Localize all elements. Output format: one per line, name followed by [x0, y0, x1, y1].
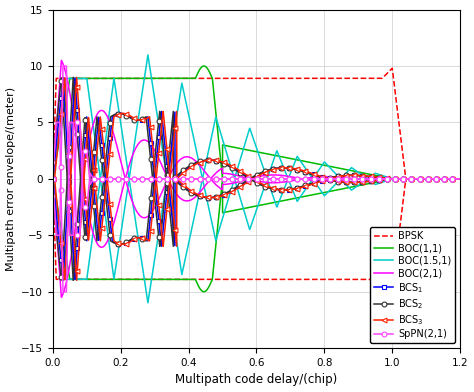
BCS$_3$ — [50, 176, 55, 181]
BOC(2,1) — [457, 176, 463, 181]
SpPN(2,1) — [50, 176, 55, 181]
BOC(2,1) — [50, 176, 55, 181]
BOC(2,1) — [99, 245, 104, 250]
BOC(1.5,1) — [207, 145, 212, 149]
Line: BCS$_3$: BCS$_3$ — [50, 76, 463, 283]
BOC(1,1) — [201, 64, 207, 68]
BCS$_1$ — [207, 158, 212, 162]
BCS$_1$ — [97, 230, 102, 235]
BOC(2,1) — [406, 176, 411, 181]
BCS$_2$ — [121, 112, 127, 117]
SpPN(2,1) — [449, 176, 455, 181]
BOC(1.5,1) — [50, 176, 55, 181]
BPSK — [449, 176, 455, 181]
BPSK — [389, 66, 395, 71]
BCS$_1$ — [449, 176, 455, 181]
BCS$_1$ — [457, 176, 463, 181]
BCS$_1$ — [121, 111, 127, 116]
BCS$_1$ — [406, 176, 411, 181]
Line: BCS$_2$: BCS$_2$ — [50, 76, 463, 283]
BCS$_3$ — [62, 76, 67, 80]
BOC(1,1) — [224, 143, 229, 148]
BOC(1.5,1) — [96, 169, 102, 173]
BPSK — [50, 176, 55, 181]
BCS$_2$ — [224, 163, 230, 168]
BCS$_3$ — [121, 111, 127, 116]
BCS$_3$ — [207, 158, 212, 163]
BPSK — [120, 76, 126, 81]
BOC(1,1) — [120, 76, 126, 81]
BOC(2,1) — [207, 178, 212, 183]
BOC(2,1) — [59, 58, 64, 63]
BPSK — [224, 76, 229, 81]
BOC(1,1) — [206, 69, 212, 74]
BCS$_3$ — [457, 176, 463, 181]
SpPN(2,1) — [121, 176, 127, 181]
Line: BPSK: BPSK — [53, 68, 460, 179]
Line: BOC(1.5,1): BOC(1.5,1) — [53, 55, 460, 279]
BCS$_3$ — [97, 230, 102, 235]
BOC(1.5,1) — [121, 213, 127, 218]
BOC(2,1) — [97, 244, 102, 249]
BCS$_3$ — [224, 161, 230, 166]
BCS$_1$ — [60, 75, 66, 80]
BOC(1.5,1) — [449, 176, 455, 181]
Line: BCS$_1$: BCS$_1$ — [50, 75, 463, 282]
BCS$_3$ — [449, 176, 455, 181]
BCS$_2$ — [70, 278, 76, 283]
BCS$_2$ — [449, 176, 455, 181]
BCS$_2$ — [58, 76, 64, 80]
BCS$_1$ — [50, 176, 55, 181]
BCS$_1$ — [224, 162, 230, 167]
BCS$_3$ — [406, 176, 411, 181]
BOC(1.5,1) — [145, 53, 151, 57]
BCS$_2$ — [406, 176, 411, 181]
BOC(1,1) — [449, 176, 455, 181]
BCS$_2$ — [207, 158, 212, 162]
BOC(1.5,1) — [457, 176, 463, 181]
BOC(1,1) — [457, 176, 463, 181]
SpPN(2,1) — [457, 176, 463, 181]
BOC(1,1) — [96, 76, 102, 81]
SpPN(2,1) — [224, 176, 230, 181]
SpPN(2,1) — [207, 176, 212, 181]
Line: BOC(2,1): BOC(2,1) — [53, 60, 460, 247]
BCS$_2$ — [50, 160, 55, 164]
BOC(1.5,1) — [111, 277, 117, 281]
SpPN(2,1) — [54, 120, 59, 125]
SpPN(2,1) — [97, 176, 102, 181]
SpPN(2,1) — [60, 289, 66, 294]
BCS$_3$ — [74, 278, 80, 283]
Y-axis label: Multipath error envelope/(meter): Multipath error envelope/(meter) — [6, 87, 16, 271]
BCS$_2$ — [457, 176, 463, 181]
BOC(2,1) — [121, 183, 127, 187]
SpPN(2,1) — [406, 176, 411, 181]
BOC(1.5,1) — [406, 176, 411, 181]
BCS$_2$ — [97, 215, 102, 220]
BPSK — [457, 176, 463, 181]
BPSK — [406, 176, 411, 181]
BOC(1.5,1) — [224, 152, 230, 156]
BCS$_1$ — [72, 277, 78, 282]
Line: SpPN(2,1): SpPN(2,1) — [50, 120, 463, 294]
Line: BOC(1,1): BOC(1,1) — [53, 66, 460, 179]
BOC(2,1) — [224, 171, 230, 176]
Legend: BPSK, BOC(1,1), BOC(1.5,1), BOC(2,1), BCS$_1$, BCS$_2$, BCS$_3$, SpPN(2,1): BPSK, BOC(1,1), BOC(1.5,1), BOC(2,1), BC… — [370, 227, 455, 343]
BOC(2,1) — [449, 176, 455, 181]
BPSK — [96, 76, 102, 81]
BOC(1,1) — [50, 176, 55, 181]
BPSK — [206, 76, 212, 81]
BOC(1,1) — [406, 176, 411, 181]
X-axis label: Multipath code delay/(chip): Multipath code delay/(chip) — [175, 374, 337, 387]
